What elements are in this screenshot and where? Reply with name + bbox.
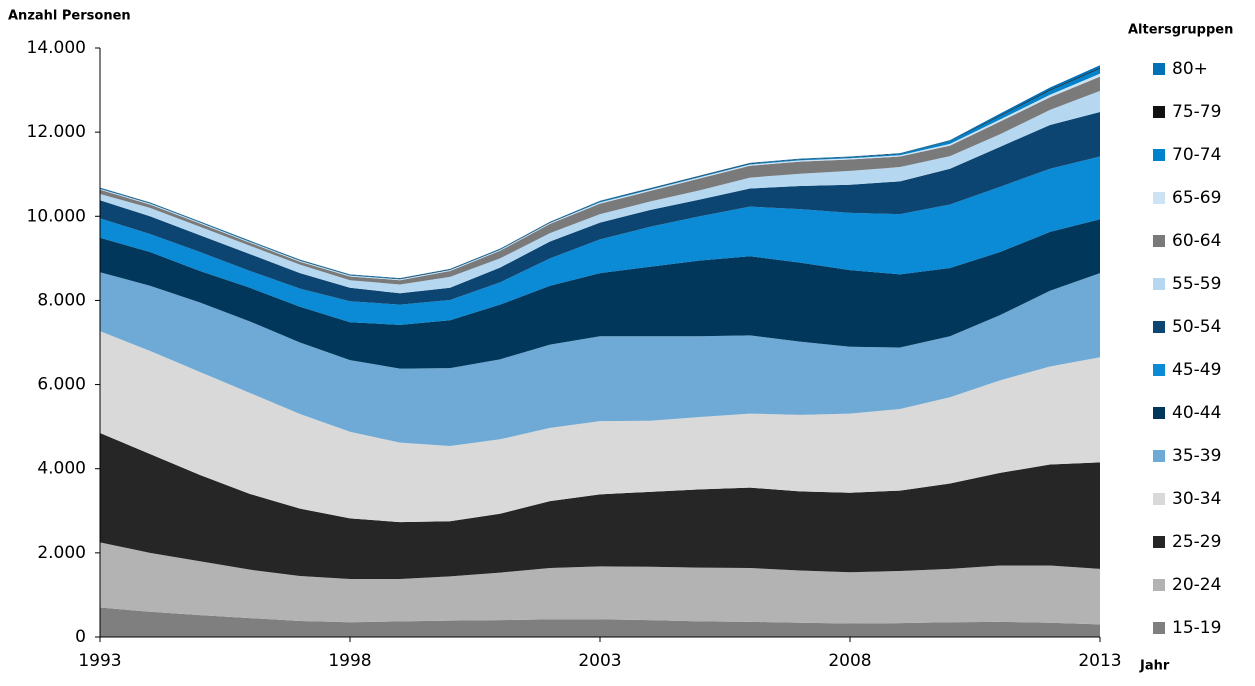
legend-swatch [1153, 192, 1165, 204]
area [100, 331, 1100, 523]
y-axis-label: Anzahl Personen [8, 9, 131, 24]
legend-label: 55-59 [1172, 274, 1221, 294]
legend-label: 65-69 [1172, 188, 1221, 208]
x-tick-label: 2013 [1078, 651, 1121, 671]
area [100, 607, 1100, 637]
legend-swatch [1153, 149, 1165, 161]
y-tick-label: 2.000 [37, 543, 86, 563]
y-tick-label: 10.000 [27, 206, 86, 226]
legend-label: 35-39 [1172, 446, 1221, 466]
legend-swatch [1153, 235, 1165, 247]
x-tick-label: 2003 [578, 651, 621, 671]
area [100, 272, 1100, 446]
area [100, 156, 1100, 325]
x-axis-label: Jahr [1139, 659, 1170, 674]
legend-swatch [1153, 63, 1165, 75]
x-tick-label: 2008 [828, 651, 871, 671]
y-tick-label: 12.000 [27, 122, 86, 142]
legend-label: 20-24 [1172, 575, 1221, 595]
y-tick-label: 0 [75, 627, 86, 647]
legend-label: 75-79 [1172, 102, 1221, 122]
legend-label: 60-64 [1172, 231, 1221, 251]
area [100, 432, 1100, 579]
area [100, 542, 1100, 625]
legend-swatch [1153, 278, 1165, 290]
legend-title: Altersgruppen [1128, 23, 1233, 38]
legend-label: 40-44 [1172, 403, 1221, 423]
legend-label: 70-74 [1172, 145, 1221, 165]
legend-label: 45-49 [1172, 360, 1221, 380]
x-tick-label: 1993 [78, 651, 121, 671]
legend-swatch [1153, 493, 1165, 505]
legend-swatch [1153, 321, 1165, 333]
y-tick-label: 4.000 [37, 459, 86, 479]
legend-swatch [1153, 106, 1165, 118]
legend-swatch [1153, 364, 1165, 376]
legend-swatch [1153, 622, 1165, 634]
x-tick-label: 1998 [328, 651, 371, 671]
legend-label: 80+ [1172, 59, 1208, 79]
y-tick-label: 8.000 [37, 290, 86, 310]
legend-swatch [1153, 536, 1165, 548]
legend-swatch [1153, 407, 1165, 419]
legend-swatch [1153, 450, 1165, 462]
y-tick-label: 6.000 [37, 375, 86, 395]
area [100, 111, 1100, 305]
legend-swatch [1153, 579, 1165, 591]
y-tick-label: 14.000 [27, 38, 86, 58]
legend-label: 50-54 [1172, 317, 1221, 337]
legend-label: 15-19 [1172, 618, 1221, 638]
legend-label: 25-29 [1172, 532, 1221, 552]
legend-label: 30-34 [1172, 489, 1221, 509]
area [100, 219, 1100, 369]
